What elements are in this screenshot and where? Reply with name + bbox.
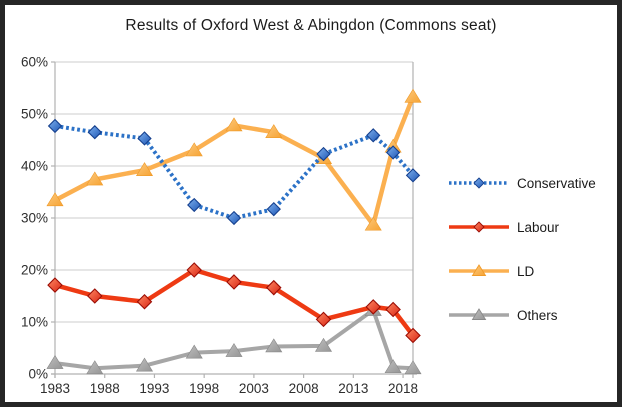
data-point-marker-labour	[86, 288, 103, 304]
data-point-marker-others	[384, 359, 402, 374]
legend-key-ld	[449, 264, 509, 276]
data-point-marker-others	[225, 343, 243, 357]
data-point-marker-ld	[265, 124, 283, 138]
data-point-marker-others	[185, 344, 203, 359]
data-point-marker-labour	[266, 279, 282, 296]
data-point-marker-conservative	[226, 210, 242, 226]
y-tick-label: 30%	[21, 211, 48, 226]
x-tick-label: 2008	[289, 381, 319, 396]
y-tick-label: 50%	[21, 107, 48, 122]
data-point-marker-others	[265, 338, 283, 353]
data-point-marker-ld	[185, 142, 203, 157]
data-point-marker-conservative	[266, 201, 281, 217]
legend-key-labour	[449, 221, 509, 233]
y-tick-label: 10%	[21, 315, 48, 330]
data-point-marker-labour	[136, 293, 153, 310]
data-point-marker-ld	[46, 192, 64, 207]
data-point-marker-others	[86, 360, 104, 375]
series-line-labour	[52, 267, 416, 338]
x-tick-label: 1988	[90, 381, 120, 396]
data-point-marker-others	[404, 360, 422, 375]
x-tick-label: 2003	[239, 381, 269, 396]
legend-marker	[471, 264, 487, 276]
chart-title: Results of Oxford West & Abingdon (Commo…	[125, 17, 497, 34]
data-point-marker-ld	[225, 117, 243, 132]
legend-item-labour: Labour	[447, 215, 596, 239]
x-tick-label: 1998	[189, 381, 219, 396]
data-point-marker-labour	[47, 277, 63, 293]
legend-key-others	[449, 308, 509, 320]
legend-item-conservative: Conservative	[447, 171, 596, 195]
y-tick-label: 60%	[21, 55, 48, 70]
data-point-marker-labour	[315, 311, 332, 328]
legend-label: Conservative	[517, 175, 596, 191]
legend: Conservative Labour LD Others	[447, 171, 596, 347]
data-point-marker-others	[46, 355, 64, 369]
legend-label: Labour	[517, 219, 560, 235]
data-point-marker-conservative	[385, 145, 401, 160]
data-point-marker-conservative	[87, 125, 102, 140]
data-point-marker-others	[314, 337, 333, 352]
legend-label: Others	[517, 307, 558, 323]
data-point-marker-conservative	[47, 118, 63, 134]
legend-label: LD	[517, 263, 535, 279]
data-point-marker-labour	[365, 299, 381, 315]
series-line-conservative	[54, 123, 415, 220]
data-point-marker-others	[135, 357, 154, 372]
series-line-ld	[52, 94, 416, 228]
x-tick-label: 1983	[40, 381, 70, 396]
legend-item-others: Others	[447, 303, 596, 327]
data-point-marker-conservative	[316, 146, 331, 162]
x-tick-label: 2013	[338, 381, 368, 396]
legend-marker	[471, 308, 487, 320]
data-point-marker-labour	[226, 274, 242, 290]
data-point-marker-conservative	[405, 168, 421, 183]
legend-marker	[473, 177, 485, 189]
data-point-marker-conservative	[366, 128, 381, 143]
data-point-marker-ld	[135, 162, 154, 176]
data-point-marker-labour	[385, 301, 401, 318]
legend-marker	[473, 221, 485, 233]
y-tick-label: 0%	[28, 367, 48, 382]
line-chart-canvas: 0% 10% 20% 30% 40% 50% 60% 1983 1988 1993 1998 2003…	[21, 55, 422, 396]
x-tick-label: 1993	[139, 381, 169, 396]
data-point-marker-labour	[186, 262, 202, 278]
y-tick-label: 20%	[21, 263, 48, 278]
data-point-marker-labour	[405, 327, 421, 344]
data-point-marker-conservative	[187, 197, 202, 213]
data-point-marker-ld	[404, 88, 422, 103]
legend-key-conservative	[449, 177, 509, 189]
x-tick-label: 2018	[388, 381, 418, 396]
data-point-marker-ld	[364, 216, 382, 231]
legend-item-ld: LD	[447, 259, 596, 283]
data-point-marker-conservative	[137, 131, 152, 146]
y-tick-label: 40%	[21, 159, 48, 174]
series-line-others	[53, 308, 415, 371]
data-point-marker-ld	[86, 171, 104, 186]
